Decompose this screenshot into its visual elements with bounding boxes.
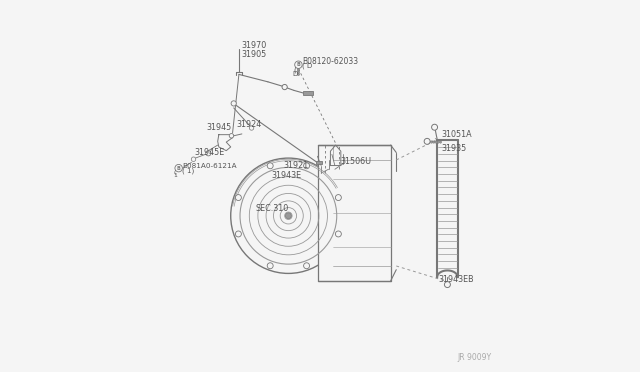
Text: 31506U: 31506U [341,157,372,166]
Text: B081A0-6121A: B081A0-6121A [182,163,237,169]
Circle shape [236,195,241,201]
Circle shape [444,282,451,288]
Circle shape [285,213,291,219]
Text: B: B [177,166,180,171]
Circle shape [433,141,435,143]
Circle shape [437,141,440,143]
Circle shape [294,61,302,68]
Circle shape [191,157,196,161]
Circle shape [298,73,300,76]
Circle shape [236,231,241,237]
Circle shape [431,124,438,130]
Text: 1: 1 [173,173,177,179]
Text: (: ( [294,67,296,73]
Text: ( 1): ( 1) [182,168,195,174]
Circle shape [424,138,430,144]
Circle shape [335,195,341,201]
Text: 31905: 31905 [241,50,266,59]
Text: 31935: 31935 [441,144,467,153]
Text: 31943E: 31943E [271,171,301,180]
Text: JR 9009Y: JR 9009Y [457,353,491,362]
Circle shape [231,101,236,106]
Circle shape [431,141,433,143]
Circle shape [440,141,442,143]
Bar [303,91,312,95]
Circle shape [303,163,310,169]
Text: 31945: 31945 [207,123,232,132]
Circle shape [298,69,300,71]
Text: 31970: 31970 [241,41,266,50]
Circle shape [435,141,437,143]
Text: ( D: ( D [302,62,312,69]
Text: B: B [296,62,300,67]
Text: 31945E: 31945E [195,148,225,157]
Circle shape [268,163,273,169]
Text: (: ( [173,170,176,176]
Circle shape [298,67,300,69]
Circle shape [298,71,300,73]
Text: 31924: 31924 [236,120,261,129]
Text: D: D [292,71,298,77]
Bar [318,145,390,281]
Circle shape [282,84,287,90]
Circle shape [229,134,234,138]
Circle shape [250,126,254,130]
Text: 31921: 31921 [284,161,308,170]
Circle shape [303,263,310,269]
Text: 31051A: 31051A [441,130,472,139]
Circle shape [335,231,341,237]
Text: SEC.310: SEC.310 [255,204,289,213]
Circle shape [206,151,211,156]
Circle shape [175,164,182,172]
Text: 31943EB: 31943EB [438,275,474,283]
Bar [316,161,322,164]
Circle shape [231,158,346,273]
Circle shape [268,263,273,269]
Text: B08120-62033: B08120-62033 [302,57,358,65]
